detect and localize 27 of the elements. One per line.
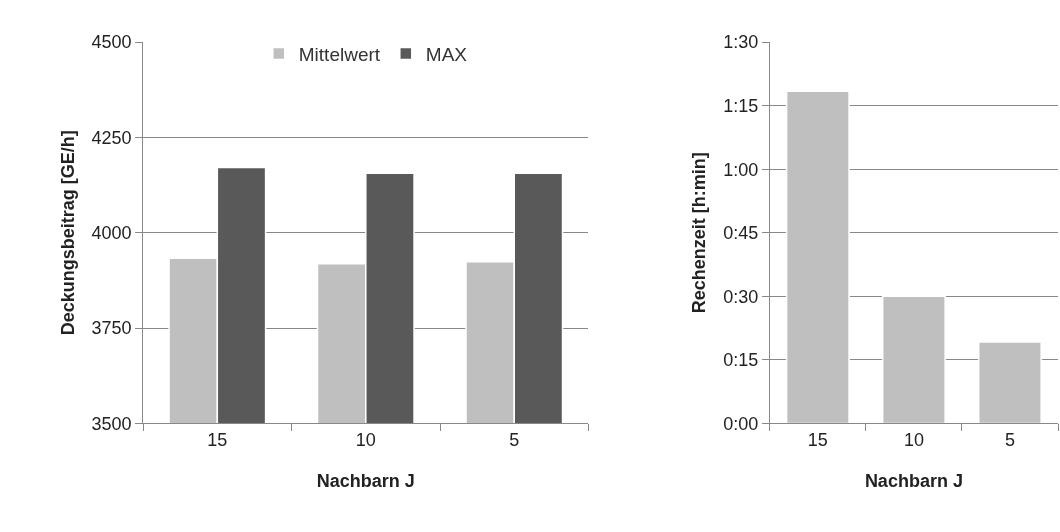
legend-label: MAX	[425, 44, 468, 66]
y-tick-label: 4500	[91, 32, 132, 53]
y-tick-label: 3500	[91, 413, 132, 434]
legend-label: Mittelwert	[298, 44, 381, 66]
x-axis-title: Nachbarn J	[316, 471, 415, 492]
x-tick-label: 10	[355, 430, 376, 451]
y-tick-label: 0:30	[723, 286, 759, 307]
x-axis-title: Nachbarn J	[864, 471, 963, 492]
x-tick-label: 15	[207, 430, 228, 451]
x-tick-label: 10	[903, 430, 924, 451]
x-tick-label: 5	[1004, 430, 1015, 451]
y-axis-title: Deckungsbeitrag [GE/h]	[57, 130, 78, 336]
y-tick-label: 0:45	[723, 223, 759, 244]
bar	[978, 341, 1042, 424]
x-tick-label: 15	[807, 430, 828, 451]
y-tick-label: 1:15	[723, 95, 759, 116]
y-tick-label: 1:30	[723, 32, 759, 53]
bar	[785, 90, 850, 424]
bar	[881, 295, 946, 424]
y-tick-label: 4250	[91, 127, 132, 148]
y-tick-label: 0:00	[723, 413, 759, 434]
y-tick-label: 1:00	[723, 159, 759, 180]
x-tick-label: 5	[509, 430, 520, 451]
y-tick-label: 0:15	[723, 350, 759, 371]
y-tick-label: 3750	[91, 318, 132, 339]
y-axis-title: Rechenzeit [h:min]	[689, 152, 710, 314]
y-tick-label: 4000	[91, 223, 132, 244]
